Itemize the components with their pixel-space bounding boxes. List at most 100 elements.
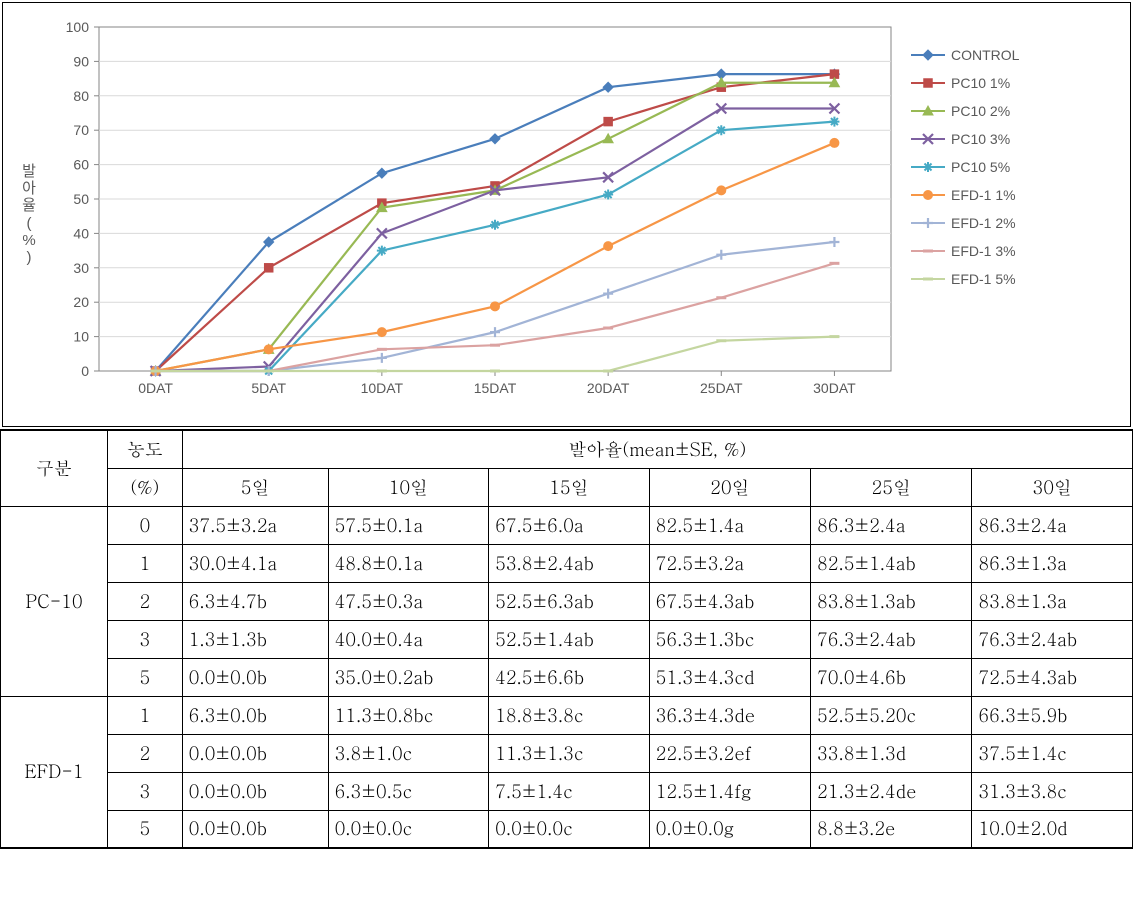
data-cell: 7.5±1.4c [489, 772, 650, 810]
data-cell: 30.0±4.1a [182, 544, 328, 582]
data-cell: 52.5±6.3ab [489, 582, 650, 620]
data-cell: 72.5±4.3ab [972, 658, 1133, 696]
legend-swatch [911, 103, 945, 119]
legend-label: CONTROL [951, 47, 1019, 63]
data-cell: 42.5±6.6b [489, 658, 650, 696]
data-cell: 83.8±1.3ab [811, 582, 972, 620]
data-cell: 86.3±1.3a [972, 544, 1133, 582]
data-cell: 31.3±3.8c [972, 772, 1133, 810]
col-header-day: 25일 [811, 468, 972, 506]
legend-item: EFD-1 2% [911, 209, 1019, 237]
data-cell: 86.3±2.4a [811, 506, 972, 544]
col-header-day: 15일 [489, 468, 650, 506]
group-label: PC-10 [1, 506, 108, 696]
data-cell: 11.3±1.3c [489, 734, 650, 772]
svg-text:30: 30 [73, 260, 89, 276]
data-cell: 6.3±0.0b [182, 696, 328, 734]
legend-item: EFD-1 5% [911, 265, 1019, 293]
legend-label: PC10 5% [951, 159, 1010, 175]
conc-cell: 1 [107, 544, 182, 582]
data-cell: 37.5±3.2a [182, 506, 328, 544]
data-cell: 57.5±0.1a [328, 506, 489, 544]
conc-cell: 5 [107, 810, 182, 848]
svg-text:80: 80 [73, 88, 89, 104]
chart-container: 발아율(%) 01020304050607080901000DAT5DAT10D… [2, 2, 1131, 427]
data-cell: 0.0±0.0b [182, 734, 328, 772]
data-cell: 10.0±2.0d [972, 810, 1133, 848]
svg-text:20DAT: 20DAT [587, 380, 630, 396]
data-cell: 1.3±1.3b [182, 620, 328, 658]
data-cell: 66.3±5.9b [972, 696, 1133, 734]
data-cell: 67.5±6.0a [489, 506, 650, 544]
data-cell: 35.0±0.2ab [328, 658, 489, 696]
data-cell: 56.3±1.3bc [649, 620, 810, 658]
legend-swatch [911, 271, 945, 287]
data-cell: 40.0±0.4a [328, 620, 489, 658]
data-cell: 83.8±1.3a [972, 582, 1133, 620]
data-cell: 12.5±1.4fg [649, 772, 810, 810]
legend-label: EFD-1 3% [951, 243, 1016, 259]
legend-item: PC10 1% [911, 69, 1019, 97]
svg-text:10: 10 [73, 329, 89, 345]
y-axis-label: 발아율(%) [7, 13, 51, 416]
y-axis-label-char: 발 [22, 163, 36, 180]
data-cell: 67.5±4.3ab [649, 582, 810, 620]
svg-text:15DAT: 15DAT [474, 380, 517, 396]
y-axis-label-char: ) [27, 249, 32, 266]
data-cell: 8.8±3.2e [811, 810, 972, 848]
data-cell: 82.5±1.4ab [811, 544, 972, 582]
conc-cell: 5 [107, 658, 182, 696]
legend-label: PC10 1% [951, 75, 1010, 91]
data-cell: 22.5±3.2ef [649, 734, 810, 772]
col-header-day: 20일 [649, 468, 810, 506]
data-cell: 82.5±1.4a [649, 506, 810, 544]
data-cell: 70.0±4.6b [811, 658, 972, 696]
data-cell: 53.8±2.4ab [489, 544, 650, 582]
col-header-conc-bot: (%) [107, 468, 182, 506]
data-cell: 52.5±5.20c [811, 696, 972, 734]
legend-item: PC10 3% [911, 125, 1019, 153]
svg-text:30DAT: 30DAT [813, 380, 856, 396]
data-cell: 0.0±0.0c [328, 810, 489, 848]
col-header-group: 구분 [1, 430, 108, 506]
legend-label: PC10 3% [951, 131, 1010, 147]
data-cell: 6.3±0.5c [328, 772, 489, 810]
legend-swatch [911, 159, 945, 175]
svg-text:90: 90 [73, 53, 89, 69]
legend-label: EFD-1 5% [951, 271, 1016, 287]
data-cell: 86.3±2.4a [972, 506, 1133, 544]
data-cell: 21.3±2.4de [811, 772, 972, 810]
y-axis-label-char: 율 [22, 197, 36, 214]
conc-cell: 0 [107, 506, 182, 544]
data-cell: 0.0±0.0g [649, 810, 810, 848]
chart-plot: 01020304050607080901000DAT5DAT10DAT15DAT… [51, 13, 901, 416]
col-header-day: 5일 [182, 468, 328, 506]
chart-legend: CONTROL PC10 1% PC10 2% PC10 3% PC10 5% EFD-1… [901, 13, 1025, 416]
svg-text:20: 20 [73, 294, 89, 310]
svg-text:0DAT: 0DAT [138, 380, 173, 396]
data-cell: 72.5±3.2a [649, 544, 810, 582]
data-cell: 11.3±0.8bc [328, 696, 489, 734]
col-header-day: 10일 [328, 468, 489, 506]
legend-swatch [911, 215, 945, 231]
data-cell: 76.3±2.4ab [972, 620, 1133, 658]
data-cell: 76.3±2.4ab [811, 620, 972, 658]
y-axis-label-char: 아 [22, 180, 36, 197]
data-cell: 37.5±1.4c [972, 734, 1133, 772]
legend-item: PC10 2% [911, 97, 1019, 125]
legend-swatch [911, 131, 945, 147]
data-cell: 18.8±3.8c [489, 696, 650, 734]
conc-cell: 3 [107, 620, 182, 658]
data-cell: 0.0±0.0c [489, 810, 650, 848]
svg-text:60: 60 [73, 157, 89, 173]
conc-cell: 1 [107, 696, 182, 734]
data-cell: 6.3±4.7b [182, 582, 328, 620]
conc-cell: 2 [107, 734, 182, 772]
legend-label: EFD-1 2% [951, 215, 1016, 231]
data-cell: 48.8±0.1a [328, 544, 489, 582]
legend-swatch [911, 75, 945, 91]
legend-label: EFD-1 1% [951, 187, 1016, 203]
y-axis-label-char: % [22, 232, 35, 249]
legend-swatch [911, 187, 945, 203]
legend-swatch [911, 243, 945, 259]
